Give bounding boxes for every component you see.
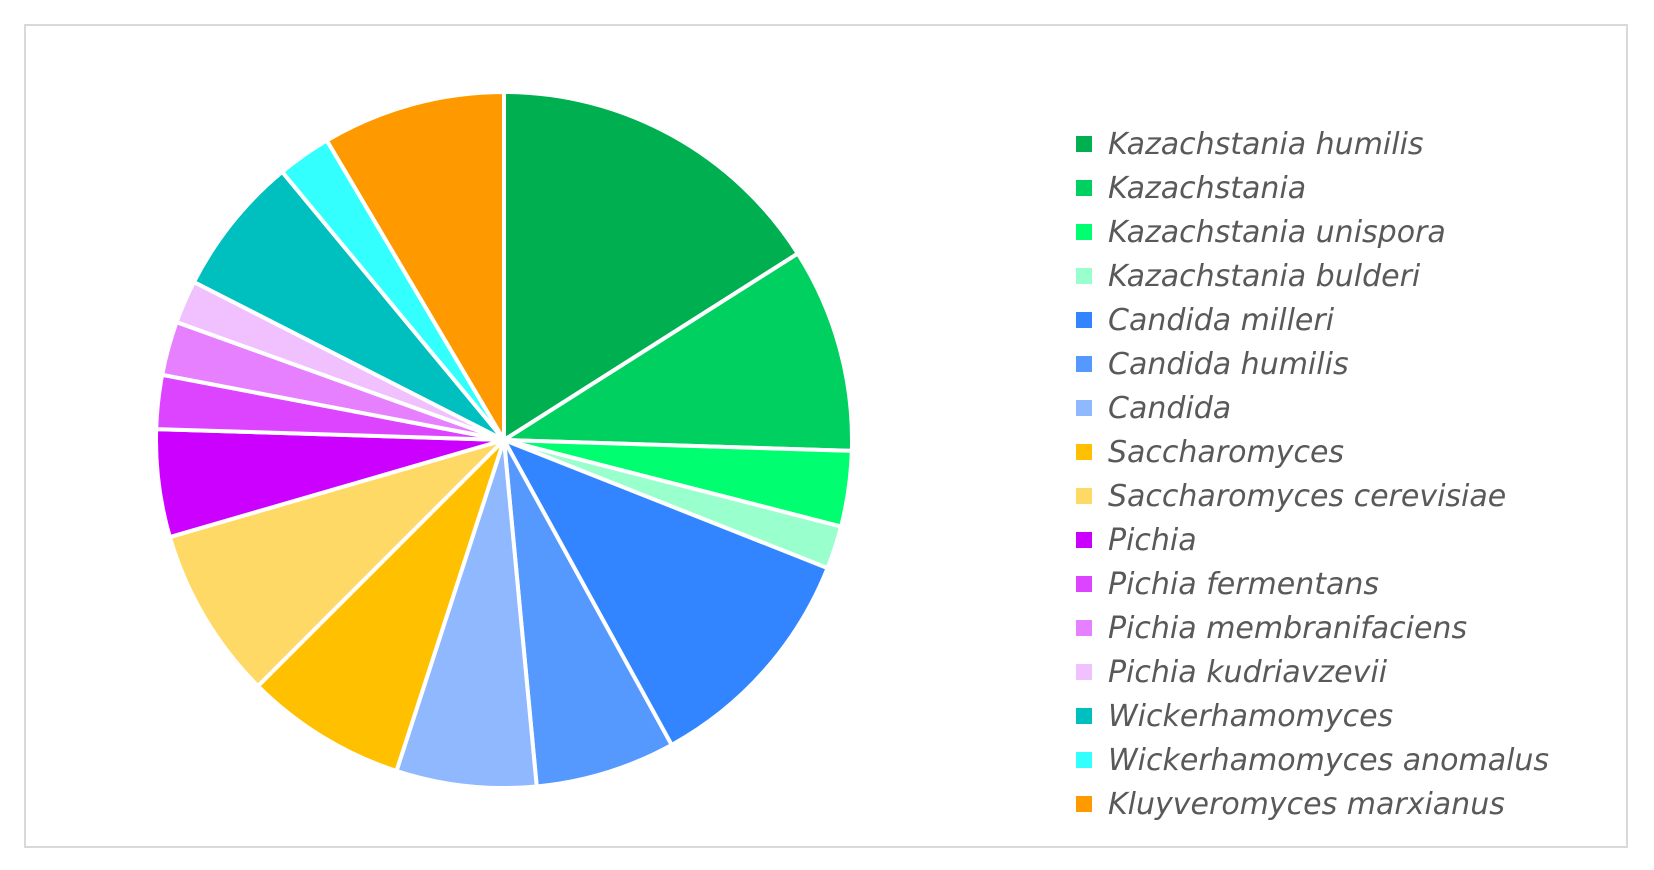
- legend-swatch: [1076, 752, 1092, 768]
- legend-item-3: Kazachstania unispora: [1076, 210, 1549, 254]
- legend-swatch: [1076, 356, 1092, 372]
- legend-item-13: Pichia kudriavzevii: [1076, 650, 1549, 694]
- legend-item-12: Pichia membranifaciens: [1076, 606, 1549, 650]
- pie-slice-9: [167, 438, 506, 689]
- legend-label: Kazachstania unispora: [1108, 214, 1446, 250]
- legend-label: Candida humilis: [1108, 346, 1349, 382]
- legend-label: Kazachstania humilis: [1108, 126, 1424, 162]
- legend-swatch: [1076, 268, 1092, 284]
- legend-swatch: [1076, 664, 1092, 680]
- legend-item-5: Candida milleri: [1076, 298, 1549, 342]
- legend-item-11: Pichia fermentans: [1076, 562, 1549, 606]
- legend-label: Pichia membranifaciens: [1108, 610, 1468, 646]
- legend-swatch: [1076, 180, 1092, 196]
- legend-swatch: [1076, 576, 1092, 592]
- legend-item-4: Kazachstania bulderi: [1076, 254, 1549, 298]
- pie-slice-5: [502, 438, 830, 747]
- pie-slice-2: [502, 251, 854, 453]
- legend-swatch: [1076, 796, 1092, 812]
- legend-swatch: [1076, 136, 1092, 152]
- pie-slice-1: [502, 90, 800, 442]
- legend-item-9: Saccharomyces cerevisiae: [1076, 474, 1549, 518]
- legend-swatch: [1076, 708, 1092, 724]
- legend-swatch: [1076, 444, 1092, 460]
- legend-label: Wickerhamomyces: [1108, 698, 1394, 734]
- legend-swatch: [1076, 312, 1092, 328]
- legend-item-2: Kazachstania: [1076, 166, 1549, 210]
- legend-item-16: Kluyveromyces marxianus: [1076, 782, 1549, 826]
- legend-label: Saccharomyces cerevisiae: [1108, 478, 1507, 514]
- legend-label: Pichia kudriavzevii: [1108, 654, 1388, 690]
- pie-slice-16: [324, 90, 506, 442]
- legend-item-8: Saccharomyces: [1076, 430, 1549, 474]
- pie-slice-6: [502, 438, 674, 789]
- legend-item-10: Pichia: [1076, 518, 1549, 562]
- legend-label: Pichia: [1108, 522, 1197, 558]
- legend-item-14: Wickerhamomyces: [1076, 694, 1549, 738]
- legend-label: Saccharomyces: [1108, 434, 1345, 470]
- legend-item-6: Candida humilis: [1076, 342, 1549, 386]
- legend-item-1: Kazachstania humilis: [1076, 122, 1549, 166]
- legend-swatch: [1076, 620, 1092, 636]
- legend-swatch: [1076, 400, 1092, 416]
- legend-swatch: [1076, 532, 1092, 548]
- legend-label: Candida milleri: [1108, 302, 1335, 338]
- legend-label: Wickerhamomyces anomalus: [1108, 742, 1550, 778]
- chart-area: Kazachstania humilis Kazachstania Kazachst…: [24, 24, 1628, 848]
- legend-item-15: Wickerhamomyces anomalus: [1076, 738, 1549, 782]
- legend-label: Kazachstania bulderi: [1108, 258, 1421, 294]
- legend-label: Pichia fermentans: [1108, 566, 1380, 602]
- legend: Kazachstania humilis Kazachstania Kazachst…: [1076, 122, 1549, 826]
- legend-label: Kazachstania: [1108, 170, 1307, 206]
- legend-item-7: Candida: [1076, 386, 1549, 430]
- pie-slice-7: [394, 438, 539, 790]
- legend-swatch: [1076, 488, 1092, 504]
- pie-chart: [154, 90, 854, 790]
- pie-slice-14: [191, 169, 506, 442]
- legend-swatch: [1076, 224, 1092, 240]
- legend-label: Kluyveromyces marxianus: [1108, 786, 1505, 822]
- pie-slice-8: [255, 438, 506, 773]
- legend-label: Candida: [1108, 390, 1232, 426]
